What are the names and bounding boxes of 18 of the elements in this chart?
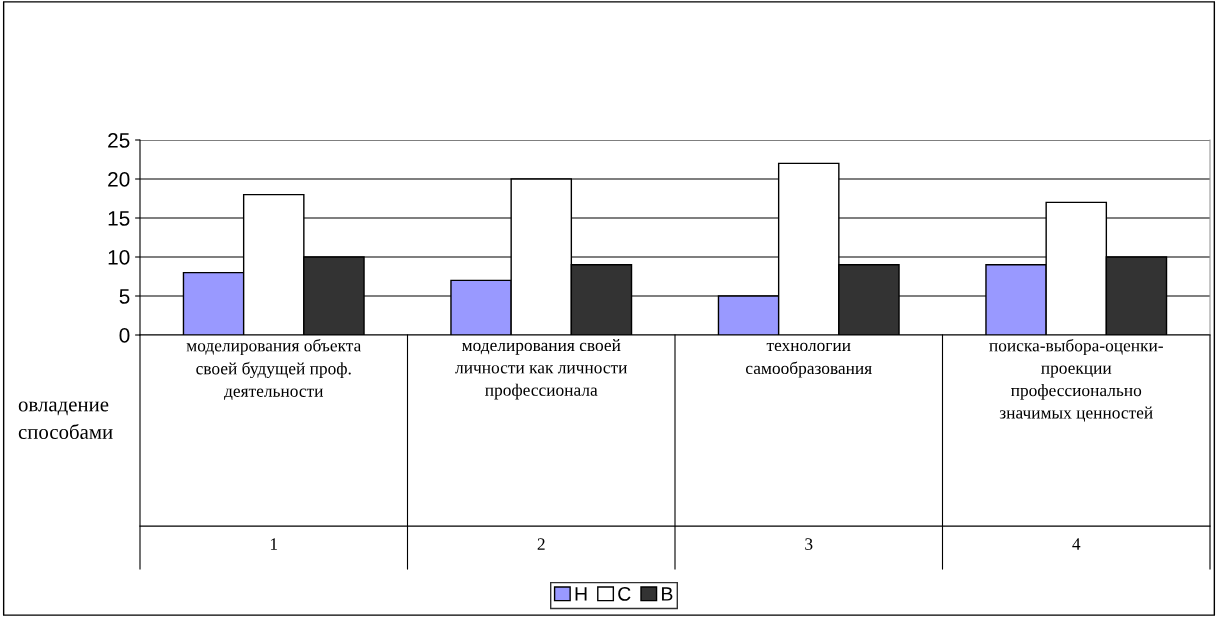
x-tick-label: моделирования объекта своей будущей проф. деятельности: [186, 338, 362, 401]
y-tick-label: 25: [108, 133, 130, 148]
y-tick-label: 10: [108, 250, 130, 265]
x-tick-label: моделирования своей личности как личности профессионала: [455, 339, 628, 400]
text: 2: [537, 538, 545, 550]
legend-label: Н: [575, 587, 587, 601]
text: 4: [1072, 538, 1081, 550]
legend-label: С: [618, 587, 631, 601]
legend-label: В: [662, 587, 673, 601]
y-tick-label: 5: [119, 289, 130, 304]
y-tick-label: 20: [108, 172, 130, 187]
x-axis-title: овладение способами: [18, 401, 113, 439]
text: 1: [270, 538, 278, 550]
x-tick-label: поиска-выбора-оценки- проекции профессионально значимых ценностей: [989, 338, 1163, 422]
text: 3: [805, 538, 813, 550]
y-tick-label: 15: [108, 211, 130, 226]
y-tick-label: 0: [119, 328, 130, 343]
x-tick-label: технологии самообразования: [745, 342, 872, 378]
